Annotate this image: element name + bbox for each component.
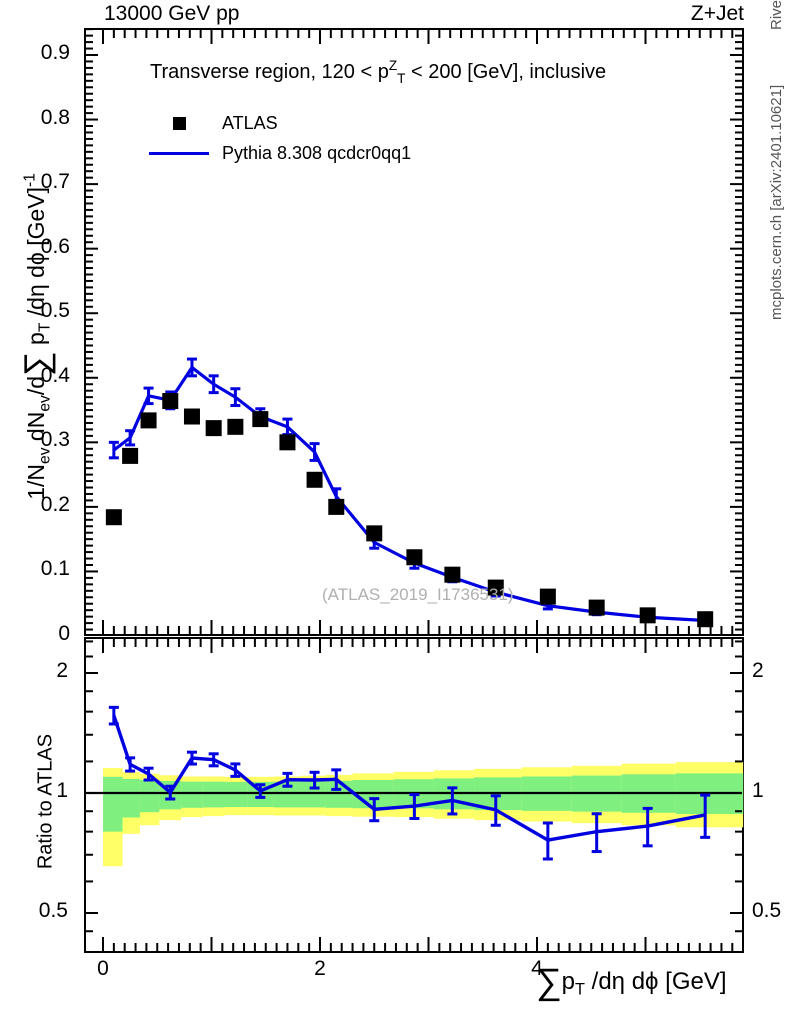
ratio-uncertainty-band-inner	[224, 781, 248, 808]
atlas-data-marker	[105, 509, 122, 526]
ratio-uncertainty-band-inner	[103, 776, 123, 832]
ratio-uncertainty-band-inner	[325, 780, 353, 808]
atlas-data-marker	[639, 607, 656, 624]
plot-title-text: Transverse region, 120 < p	[150, 61, 389, 84]
ratio-y-tick-label-left-2: 2	[56, 659, 68, 682]
ratio-y-tick-label-left-0.5: 0.5	[38, 899, 68, 922]
main-plot-canvas	[86, 28, 742, 634]
legend-entry-atlas[interactable]: ATLAS	[140, 108, 411, 138]
atlas-data-marker	[205, 420, 222, 437]
ratio-uncertainty-band-inner	[181, 781, 203, 808]
ratio-y-tick-label-right-0.5: 0.5	[752, 899, 782, 922]
x-summation-icon: ∑	[536, 960, 562, 1002]
line-marker-icon	[140, 151, 218, 155]
main-plot-frame	[84, 28, 744, 636]
atlas-data-marker	[588, 599, 605, 616]
x-tick-label-4: 4	[531, 957, 543, 980]
header-right-process: Z+Jet	[690, 2, 744, 25]
main-y-tick-label-0.4: 0.4	[40, 363, 70, 387]
atlas-data-marker	[328, 498, 345, 515]
analysis-id-watermark: (ATLAS_2019_I1736531)	[322, 585, 514, 604]
main-y-tick-label-0.3: 0.3	[40, 428, 70, 452]
atlas-data-marker	[487, 579, 504, 596]
atlas-data-marker	[406, 549, 423, 566]
main-y-tick-label-0.7: 0.7	[40, 170, 70, 194]
square-marker-icon	[140, 116, 218, 130]
legend-entry-pythia[interactable]: Pythia 8.308 qcdcr0qq1	[140, 138, 411, 168]
atlas-data-marker	[539, 588, 556, 605]
atlas-data-marker	[183, 408, 200, 425]
main-y-tick-label-0.2: 0.2	[40, 492, 70, 516]
ratio-uncertainty-band-inner	[122, 778, 140, 818]
plot-title-superscript-Z: Z	[388, 58, 398, 73]
header-left-beam-info: 13000 GeV pp	[104, 2, 240, 25]
atlas-data-marker	[252, 411, 269, 428]
main-y-tick-label-0.9: 0.9	[40, 41, 70, 64]
main-y-tick-label-0.5: 0.5	[40, 299, 70, 323]
ratio-y-tick-label-right-2: 2	[752, 659, 764, 682]
x-tick-label-0: 0	[97, 957, 109, 980]
atlas-data-marker	[162, 393, 179, 410]
atlas-data-marker	[227, 418, 244, 435]
ratio-y-tick-label-left-1: 1	[56, 779, 68, 802]
ratio-uncertainty-band-inner	[139, 779, 160, 813]
x-label-tail: /dη dϕ [GeV]	[585, 968, 727, 995]
legend-label-atlas: ATLAS	[222, 112, 278, 133]
plot-title-subscript-T: T	[397, 70, 406, 86]
main-y-tick-label-0: 0	[58, 622, 70, 645]
plot-title-tail: < 200 [GeV], inclusive	[405, 61, 607, 84]
legend: ATLAS Pythia 8.308 qcdcr0qq1	[140, 108, 411, 168]
atlas-data-marker	[140, 412, 157, 429]
x-label-p: p	[561, 968, 576, 995]
ratio-plot-canvas	[86, 639, 744, 951]
x-axis-title: ∑pT /dη dϕ [GeV]	[536, 963, 727, 1000]
pythia-curve	[112, 365, 706, 623]
atlas-data-marker	[122, 447, 139, 464]
mcplots-reference-caption: mcplots.cern.ch [arXiv:2401.10621]	[768, 84, 785, 320]
main-y-tick-label-0.1: 0.1	[40, 557, 70, 581]
main-y-tick-label-0.8: 0.8	[40, 105, 70, 129]
atlas-data-marker	[279, 434, 296, 451]
x-label-sub-T: T	[575, 980, 585, 999]
atlas-data-marker	[697, 611, 714, 628]
rivet-version-caption: Rivet 4.1.0, 300k events	[768, 0, 785, 30]
ylabel-sub-T: T	[36, 322, 54, 333]
ratio-uncertainty-band-inner	[300, 781, 326, 808]
plot-title: Transverse region, 120 < pZT < 200 [GeV]…	[150, 58, 606, 86]
legend-label-pythia: Pythia 8.308 qcdcr0qq1	[222, 142, 412, 163]
x-tick-label-2: 2	[314, 957, 326, 980]
ratio-y-tick-label-right-1: 1	[752, 779, 764, 802]
atlas-data-marker	[306, 471, 323, 488]
main-y-tick-label-0.6: 0.6	[40, 234, 70, 258]
ylabel-sub-ev-2: ev	[36, 395, 54, 412]
atlas-data-marker	[444, 566, 461, 583]
atlas-data-marker	[366, 525, 383, 542]
ratio-uncertainty-band-inner	[202, 781, 225, 808]
ylabel-part-4: p	[22, 332, 49, 352]
